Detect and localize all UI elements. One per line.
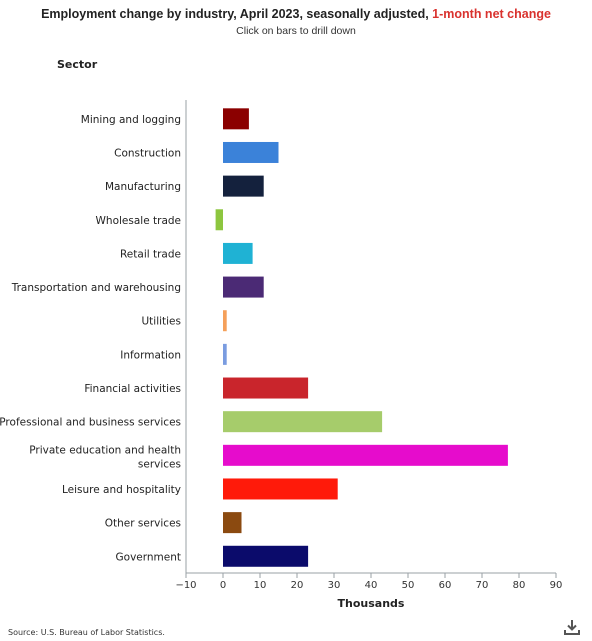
bar-other-services[interactable] — [223, 512, 242, 534]
category-label: Leisure and hospitality — [62, 484, 181, 496]
bar-utilities[interactable] — [223, 310, 227, 332]
bar-professional-and-business-services[interactable] — [223, 411, 383, 433]
bar-government[interactable] — [223, 545, 309, 567]
bar-private-education-and-health-services[interactable] — [223, 444, 508, 466]
category-label: Manufacturing — [105, 181, 181, 193]
bar-leisure-and-hospitality[interactable] — [223, 478, 338, 500]
category-label: Government — [116, 551, 181, 563]
chart-title-main: Employment change by industry, April 202… — [41, 7, 433, 21]
source-note: Source: U.S. Bureau of Labor Statistics. — [8, 628, 165, 637]
download-icon[interactable] — [563, 618, 581, 636]
bar-construction[interactable] — [223, 141, 279, 163]
x-tick-label: 10 — [254, 580, 267, 591]
x-tick-label: 50 — [402, 580, 415, 591]
category-label: Information — [120, 349, 181, 361]
bar-wholesale-trade[interactable] — [215, 209, 223, 231]
category-label: Other services — [105, 518, 181, 530]
category-label: Private education and health — [29, 444, 181, 456]
x-tick-label: 90 — [550, 580, 563, 591]
bar-mining-and-logging[interactable] — [223, 108, 249, 130]
category-label: Utilities — [141, 316, 181, 328]
category-label: Construction — [114, 147, 181, 159]
category-label: Wholesale trade — [96, 215, 181, 227]
download-icon-glyph — [564, 620, 580, 635]
x-tick-label: 60 — [439, 580, 452, 591]
bar-information[interactable] — [223, 343, 227, 365]
chart-title-highlight: 1-month net change — [432, 7, 551, 21]
chart-subtitle: Click on bars to drill down — [236, 25, 356, 37]
category-label: Transportation and warehousing — [11, 282, 181, 294]
bar-retail-trade[interactable] — [223, 242, 253, 264]
category-label: Mining and logging — [81, 114, 181, 126]
x-tick-label: 80 — [513, 580, 526, 591]
category-label: Professional and business services — [0, 417, 181, 429]
x-tick-label: 30 — [328, 580, 341, 591]
x-axis-title: Thousands — [338, 597, 405, 610]
bar-transportation-and-warehousing[interactable] — [223, 276, 264, 298]
x-tick-label: 20 — [291, 580, 304, 591]
x-tick-label: 0 — [220, 580, 226, 591]
chart-title: Employment change by industry, April 202… — [0, 7, 592, 21]
y-axis-header: Sector — [57, 58, 98, 71]
x-tick-label: 70 — [476, 580, 489, 591]
category-label-line2: services — [138, 458, 181, 470]
x-tick-label: −10 — [175, 580, 196, 591]
bar-financial-activities[interactable] — [223, 377, 309, 399]
x-tick-label: 40 — [365, 580, 378, 591]
category-label: Retail trade — [120, 248, 181, 260]
bar-manufacturing[interactable] — [223, 175, 264, 197]
category-label: Financial activities — [84, 383, 181, 395]
